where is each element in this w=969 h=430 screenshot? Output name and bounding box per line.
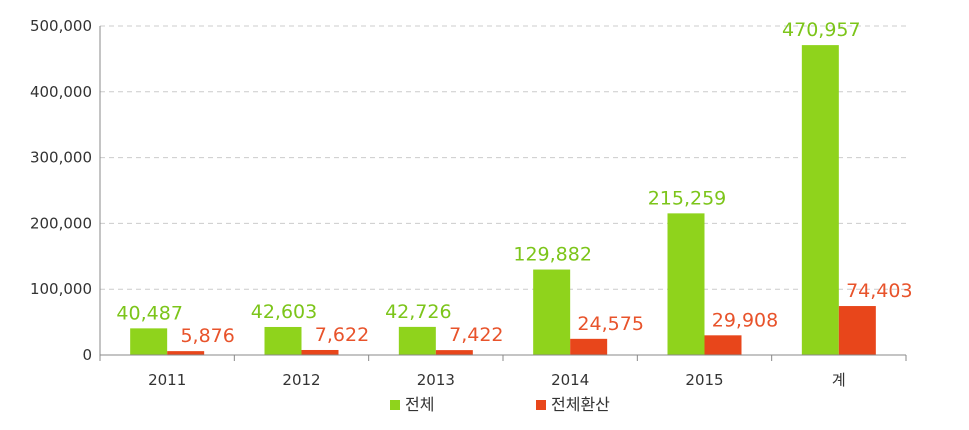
data-label-total: 42,726 bbox=[385, 301, 451, 323]
x-tick-label: 2015 bbox=[685, 371, 723, 389]
bar-total bbox=[398, 326, 436, 355]
x-axis-ticks: 2011 2012 2013 2014 2015 계 bbox=[148, 371, 846, 389]
legend-label: 전체환산 bbox=[551, 395, 610, 414]
data-label-total: 215,259 bbox=[648, 187, 727, 209]
y-tick-label: 200,000 bbox=[30, 214, 92, 232]
axes bbox=[99, 26, 907, 361]
bar-total bbox=[264, 326, 302, 355]
data-label-converted: 5,876 bbox=[180, 325, 234, 347]
bar-total bbox=[130, 328, 168, 355]
data-label-total: 470,957 bbox=[782, 19, 861, 41]
data-label-total: 129,882 bbox=[513, 244, 592, 266]
y-tick-label: 400,000 bbox=[30, 83, 92, 101]
y-tick-label: 300,000 bbox=[30, 149, 92, 167]
y-axis-ticks: 0 100,000 200,000 300,000 400,000 500,000 bbox=[30, 17, 92, 364]
legend-swatch bbox=[536, 400, 546, 410]
data-label-converted: 74,403 bbox=[846, 280, 912, 302]
data-label-total: 42,603 bbox=[251, 301, 317, 323]
bar-converted bbox=[704, 335, 742, 355]
x-tick-label: 2012 bbox=[282, 371, 320, 389]
grid-lines bbox=[100, 25, 906, 290]
bar-converted bbox=[167, 351, 205, 355]
y-tick-label: 100,000 bbox=[30, 280, 92, 298]
bar-total bbox=[667, 213, 705, 355]
legend-swatch bbox=[390, 400, 400, 410]
bar-converted bbox=[838, 306, 876, 355]
data-label-converted: 7,422 bbox=[449, 324, 503, 346]
bars bbox=[130, 45, 876, 356]
bar-total bbox=[801, 45, 839, 356]
bar-converted bbox=[435, 350, 473, 355]
data-label-converted: 7,622 bbox=[315, 324, 369, 346]
bar-total bbox=[533, 269, 571, 355]
x-tick-label: 2011 bbox=[148, 371, 186, 389]
x-tick-label: 계 bbox=[832, 371, 846, 389]
bar-converted bbox=[301, 349, 339, 355]
legend: 전체 전체환산 bbox=[390, 395, 610, 414]
data-label-converted: 24,575 bbox=[577, 313, 643, 335]
data-label-converted: 29,908 bbox=[712, 309, 778, 331]
y-tick-label: 500,000 bbox=[30, 17, 92, 35]
legend-label: 전체 bbox=[405, 395, 434, 414]
x-tick-label: 2013 bbox=[417, 371, 455, 389]
y-tick-label: 0 bbox=[82, 346, 92, 364]
data-label-total: 40,487 bbox=[116, 302, 182, 324]
bar-converted bbox=[570, 338, 608, 355]
x-tick-label: 2014 bbox=[551, 371, 589, 389]
